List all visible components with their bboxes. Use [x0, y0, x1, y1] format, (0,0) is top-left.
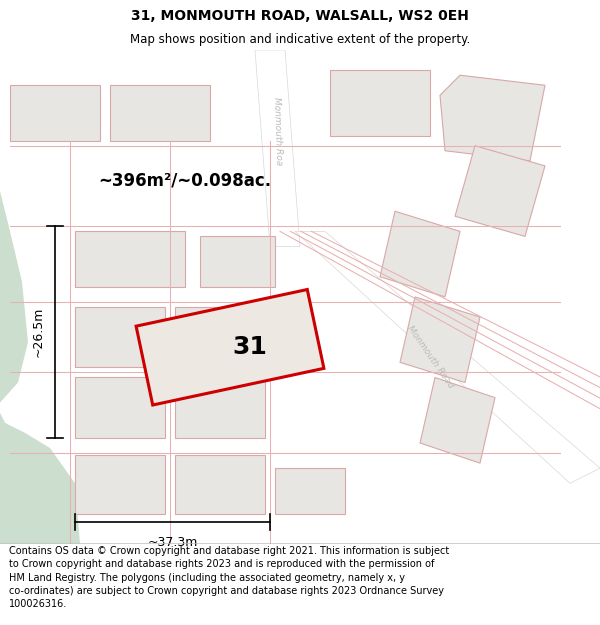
- Polygon shape: [380, 211, 460, 297]
- Polygon shape: [455, 146, 545, 236]
- Text: Monmouth Road: Monmouth Road: [405, 324, 455, 390]
- Polygon shape: [275, 468, 345, 514]
- Polygon shape: [75, 231, 185, 287]
- Polygon shape: [136, 289, 324, 405]
- Text: Contains OS data © Crown copyright and database right 2021. This information is : Contains OS data © Crown copyright and d…: [9, 546, 449, 609]
- Polygon shape: [75, 307, 165, 368]
- Text: ~37.3m: ~37.3m: [148, 536, 197, 549]
- Text: ~396m²/~0.098ac.: ~396m²/~0.098ac.: [98, 172, 272, 190]
- Polygon shape: [175, 455, 265, 514]
- Polygon shape: [440, 75, 545, 161]
- Text: ~26.5m: ~26.5m: [32, 307, 45, 358]
- Polygon shape: [330, 70, 430, 136]
- Polygon shape: [175, 378, 265, 438]
- Text: 31, MONMOUTH ROAD, WALSALL, WS2 0EH: 31, MONMOUTH ROAD, WALSALL, WS2 0EH: [131, 9, 469, 23]
- Polygon shape: [175, 307, 265, 368]
- Polygon shape: [200, 236, 275, 287]
- Polygon shape: [295, 231, 600, 483]
- Text: Map shows position and indicative extent of the property.: Map shows position and indicative extent…: [130, 32, 470, 46]
- Polygon shape: [0, 412, 80, 544]
- Polygon shape: [255, 50, 300, 246]
- Polygon shape: [110, 85, 210, 141]
- Polygon shape: [75, 455, 165, 514]
- Text: 31: 31: [233, 335, 268, 359]
- Polygon shape: [400, 297, 480, 382]
- Polygon shape: [75, 378, 165, 438]
- Polygon shape: [10, 85, 100, 141]
- Polygon shape: [420, 378, 495, 463]
- Polygon shape: [0, 50, 28, 544]
- Text: Monmouth Roa: Monmouth Roa: [272, 96, 284, 165]
